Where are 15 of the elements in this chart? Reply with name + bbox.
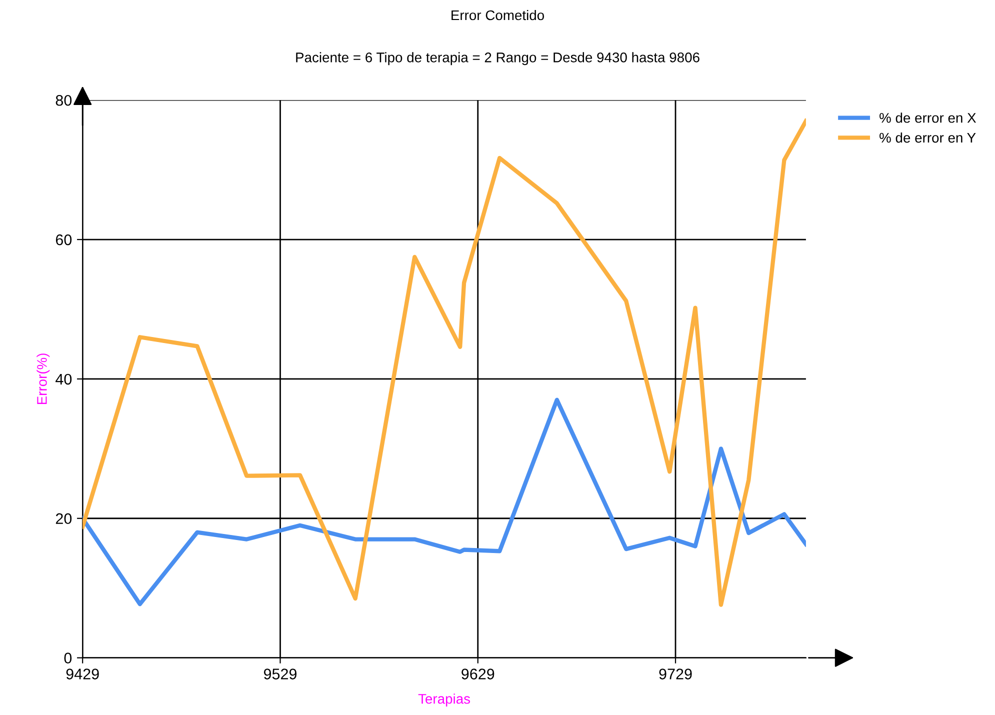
y-tick-label: 20 [56, 513, 72, 524]
chart-subtitle: Paciente = 6 Tipo de terapia = 2 Rango = Desde 9430 hasta 9806 [296, 52, 700, 66]
legend-label: % de error en Y [880, 132, 976, 143]
y-tick-label: 40 [56, 374, 72, 385]
x-tick-label: 9529 [264, 668, 296, 680]
y-tick-label: 60 [56, 234, 72, 246]
x-axis-title: Terapias [418, 694, 470, 707]
chart-title: Error Cometido [452, 10, 544, 20]
x-tick-label: 9629 [462, 668, 494, 680]
x-tick-label: 9429 [66, 668, 99, 680]
y-tick-label: 80 [56, 94, 72, 106]
y-tick-label: 0 [64, 652, 72, 664]
y-axis-title: Error(%) [36, 354, 50, 404]
x-tick-label: 9729 [659, 668, 692, 680]
legend-label: % de error en X [880, 112, 976, 123]
